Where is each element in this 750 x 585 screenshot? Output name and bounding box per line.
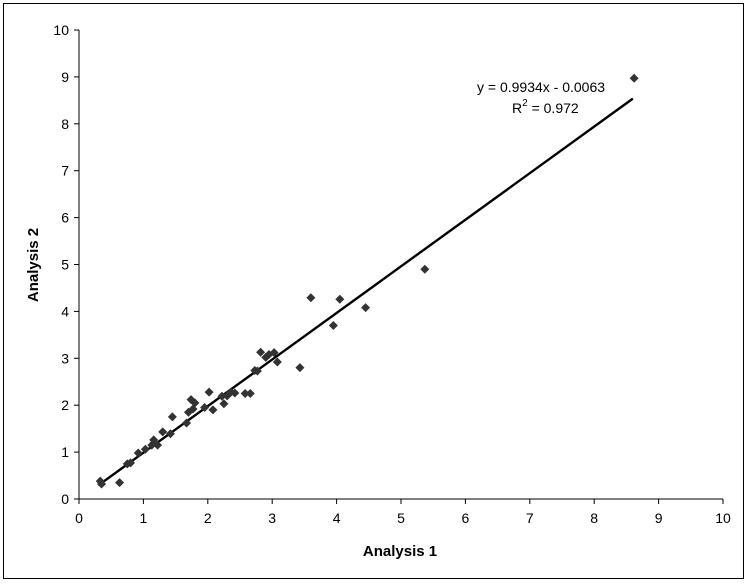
data-point <box>140 444 150 454</box>
data-point <box>149 435 159 445</box>
y-tick-label: 1 <box>61 444 69 460</box>
x-tick-label: 6 <box>462 510 470 526</box>
data-point <box>115 478 125 488</box>
data-point <box>256 347 266 357</box>
y-tick-label: 7 <box>61 163 69 179</box>
r-squared-r: R <box>512 100 522 116</box>
data-point <box>252 366 262 376</box>
x-tick-label: 2 <box>204 510 212 526</box>
r-squared-label: R2 = 0.972 <box>512 98 579 116</box>
y-tick-label: 10 <box>53 22 69 38</box>
x-tick-label: 3 <box>268 510 276 526</box>
data-point <box>245 388 255 398</box>
x-tick-label: 10 <box>715 510 731 526</box>
data-point <box>240 388 250 398</box>
data-point <box>269 348 279 358</box>
data-point <box>629 73 639 83</box>
data-point <box>328 320 338 330</box>
data-points <box>95 73 639 489</box>
trendline <box>97 97 634 487</box>
data-point <box>208 405 218 415</box>
data-point <box>126 458 136 468</box>
data-point <box>295 363 305 373</box>
y-axis-title: Analysis 2 <box>25 228 42 302</box>
y-tick-label: 8 <box>61 116 69 132</box>
data-point <box>165 429 175 439</box>
data-point <box>219 399 229 409</box>
data-point <box>153 440 163 450</box>
data-point <box>204 387 214 397</box>
r-squared-value: = 0.972 <box>528 100 579 116</box>
data-point <box>361 303 371 313</box>
data-point <box>272 357 282 367</box>
x-tick-label: 4 <box>333 510 341 526</box>
y-tick-label: 3 <box>61 350 69 366</box>
data-point <box>97 479 107 489</box>
data-point <box>200 403 210 413</box>
y-tick-label: 6 <box>61 210 69 226</box>
x-axis-title: Analysis 1 <box>363 543 437 560</box>
trend-equation: y = 0.9934x - 0.0063 <box>477 79 605 95</box>
data-point <box>230 388 240 398</box>
data-point <box>306 293 316 303</box>
y-tick-label: 5 <box>61 257 69 273</box>
data-point <box>158 427 168 437</box>
tick-labels: 0 1 2 3 4 5 6 7 8 9 10 0 1 2 3 4 5 6 7 8 9 10 <box>53 22 731 526</box>
y-tick-label: 0 <box>61 491 69 507</box>
y-tick-label: 2 <box>61 397 69 413</box>
x-tick-label: 8 <box>590 510 598 526</box>
data-point <box>420 264 430 274</box>
axes <box>74 29 724 504</box>
data-point <box>217 391 227 401</box>
data-point <box>190 398 200 408</box>
chart-frame <box>3 3 744 579</box>
data-point <box>182 418 192 428</box>
x-tick-label: 9 <box>655 510 663 526</box>
data-point <box>335 294 345 304</box>
data-point <box>167 412 177 422</box>
x-tick-label: 7 <box>526 510 534 526</box>
data-point <box>133 448 143 458</box>
x-tick-label: 0 <box>75 510 83 526</box>
r-squared-superscript: 2 <box>522 98 528 109</box>
x-tick-label: 5 <box>397 510 405 526</box>
y-tick-label: 4 <box>61 303 69 319</box>
x-tick-label: 1 <box>140 510 148 526</box>
y-tick-label: 9 <box>61 69 69 85</box>
